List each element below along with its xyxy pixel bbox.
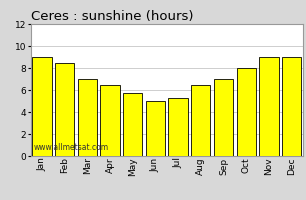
Bar [237, 68, 256, 156]
Bar [100, 84, 120, 156]
Bar [123, 93, 142, 156]
Bar [191, 84, 211, 156]
Bar [259, 57, 278, 156]
Bar [32, 57, 52, 156]
Bar [282, 57, 301, 156]
Text: Ceres : sunshine (hours): Ceres : sunshine (hours) [31, 10, 193, 23]
Bar [214, 79, 233, 156]
Bar [78, 79, 97, 156]
Bar [55, 62, 74, 156]
Bar [169, 98, 188, 156]
Bar [146, 101, 165, 156]
Text: www.allmetsat.com: www.allmetsat.com [33, 143, 108, 152]
